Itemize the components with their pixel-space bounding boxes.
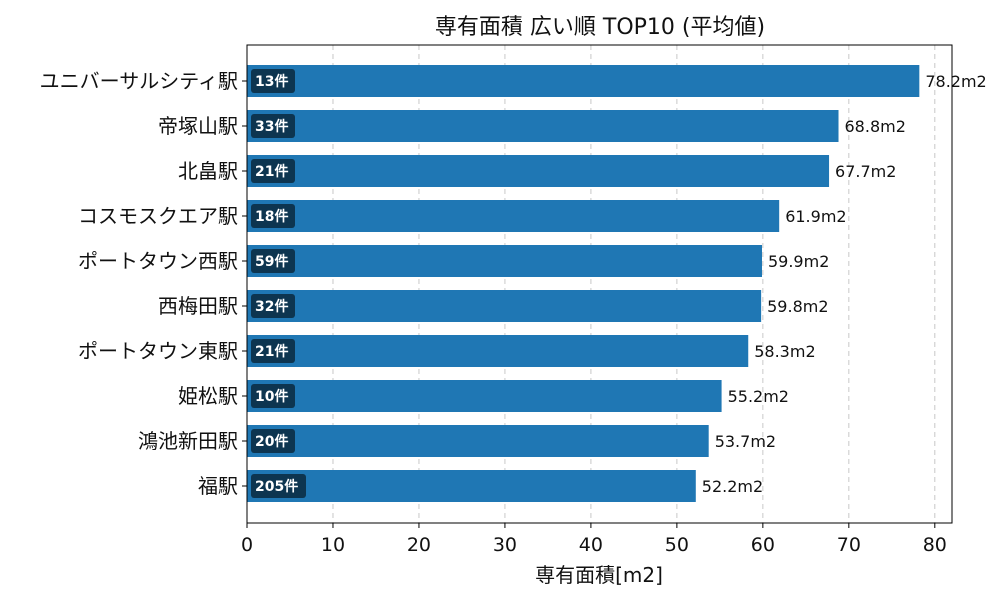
x-tick-label: 30 xyxy=(493,534,517,556)
x-tick-label: 20 xyxy=(407,534,431,556)
x-tick-label: 70 xyxy=(837,534,861,556)
value-label: 52.2m2 xyxy=(702,477,763,496)
value-label: 68.8m2 xyxy=(845,117,906,136)
chart-title: 専有面積 広い順 TOP10 (平均値) xyxy=(435,15,765,40)
plot-frame xyxy=(246,44,953,524)
bar xyxy=(247,155,830,187)
count-badge xyxy=(251,294,295,318)
count-label: 32件 xyxy=(255,298,288,315)
count-label: 18件 xyxy=(255,208,288,225)
y-tick-label: ユニバーサルシティ駅 xyxy=(40,69,238,93)
bar xyxy=(247,470,696,502)
count-label: 21件 xyxy=(255,163,288,180)
y-tick-label: 北畠駅 xyxy=(178,159,238,183)
value-label: 59.9m2 xyxy=(768,252,829,271)
x-tick-label: 0 xyxy=(241,534,253,556)
count-label: 10件 xyxy=(255,388,288,405)
value-label: 53.7m2 xyxy=(715,432,776,451)
y-tick-label: コスモスクエア駅 xyxy=(78,204,238,228)
bar xyxy=(247,110,839,142)
count-badge xyxy=(251,114,295,138)
count-badge xyxy=(251,429,295,453)
count-badge xyxy=(251,384,295,408)
count-badge xyxy=(251,339,295,363)
y-tick-label: 帝塚山駅 xyxy=(158,114,238,138)
x-tick-label: 50 xyxy=(665,534,689,556)
count-badge xyxy=(251,69,295,93)
bar xyxy=(247,335,749,367)
bar xyxy=(247,380,722,412)
x-tick-labels: 0 10 20 30 40 50 60 70 80 xyxy=(241,523,947,556)
x-tick-label: 40 xyxy=(579,534,603,556)
count-label: 21件 xyxy=(255,343,288,360)
count-label: 59件 xyxy=(255,253,288,270)
value-label: 67.7m2 xyxy=(835,162,896,181)
y-tick-label: ポートタウン西駅 xyxy=(78,249,238,273)
bar xyxy=(247,65,920,97)
count-label: 33件 xyxy=(255,118,288,135)
count-badge xyxy=(251,474,306,498)
y-tick-label: ポートタウン東駅 xyxy=(78,339,238,363)
value-label: 78.2m2 xyxy=(925,72,986,91)
bar xyxy=(247,425,709,457)
bars: 13件 78.2m2 33件 68.8m2 21件 67.7m2 18件 61.9m2 59件 5… xyxy=(247,65,987,502)
x-axis-label: 専有面積[m2] xyxy=(535,563,663,587)
value-label: 55.2m2 xyxy=(728,387,789,406)
y-tick-label: 西梅田駅 xyxy=(158,294,238,318)
value-label: 58.3m2 xyxy=(754,342,815,361)
y-tick-label: 福駅 xyxy=(198,474,238,498)
bar xyxy=(247,290,762,322)
value-label: 61.9m2 xyxy=(785,207,846,226)
y-tick-labels: ユニバーサルシティ駅帝塚山駅北畠駅コスモスクエア駅ポートタウン西駅西梅田駅ポート… xyxy=(40,69,247,498)
y-tick-label: 姫松駅 xyxy=(178,384,238,408)
count-label: 205件 xyxy=(255,478,298,495)
value-label: 59.8m2 xyxy=(767,297,828,316)
count-label: 20件 xyxy=(255,433,288,450)
count-label: 13件 xyxy=(255,73,288,90)
count-badge xyxy=(251,204,295,228)
y-tick-label: 鴻池新田駅 xyxy=(138,429,238,453)
x-tick-label: 80 xyxy=(923,534,947,556)
bar xyxy=(247,200,780,232)
bar xyxy=(247,245,762,277)
x-tick-label: 10 xyxy=(321,534,345,556)
count-badge xyxy=(251,249,295,273)
count-badge xyxy=(251,159,295,183)
x-tick-label: 60 xyxy=(751,534,775,556)
